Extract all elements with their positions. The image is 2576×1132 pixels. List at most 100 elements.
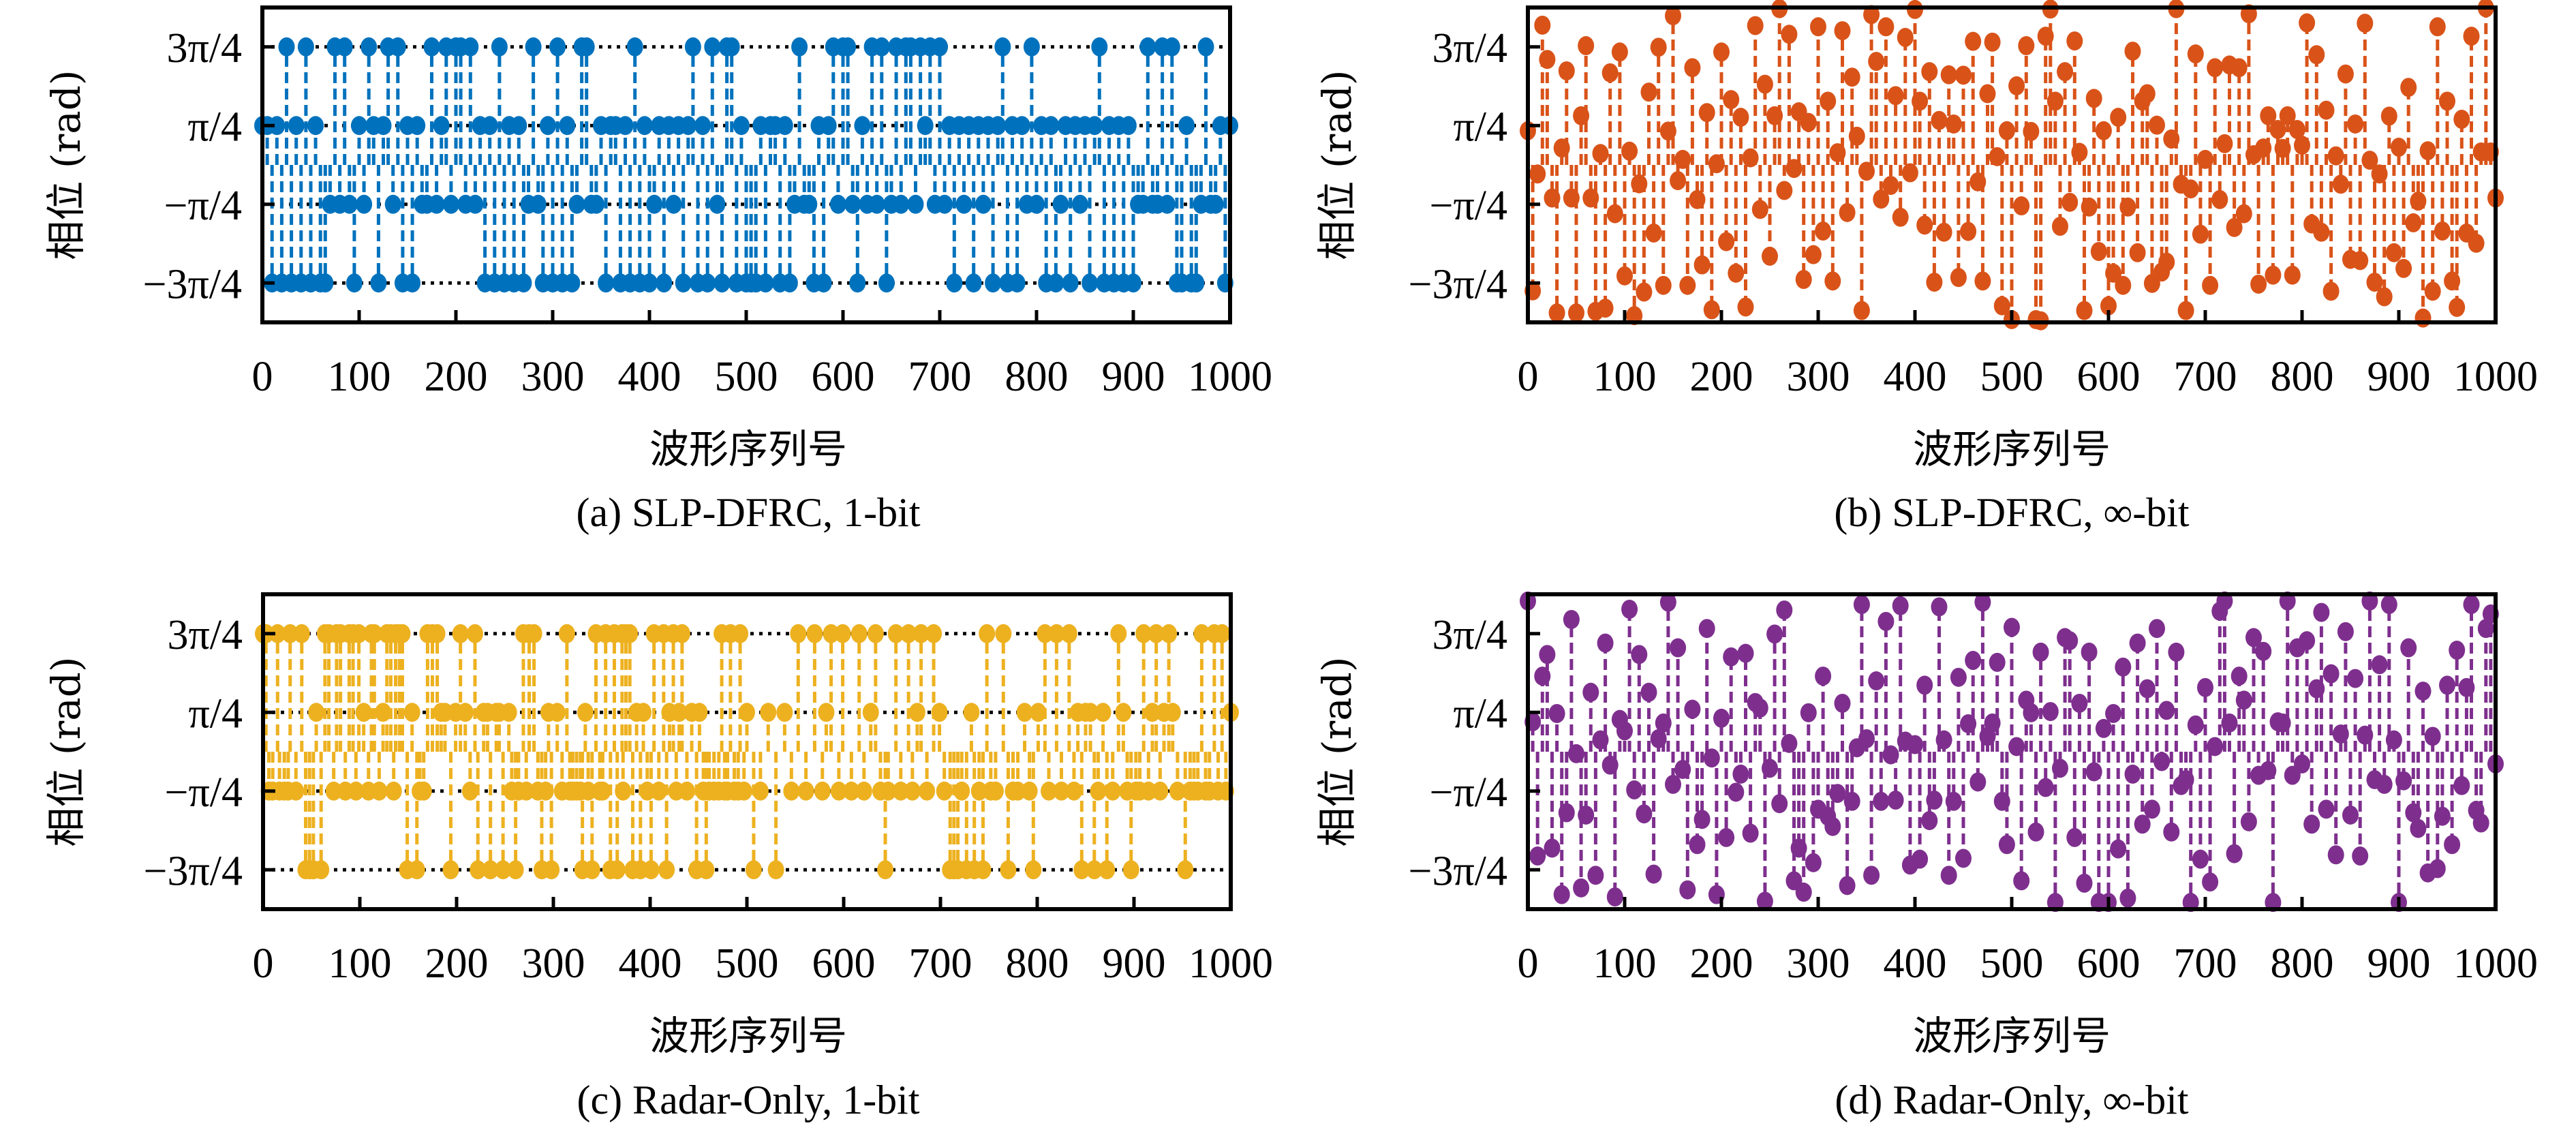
y-tick-label: π/4 — [1453, 690, 1507, 737]
data-point — [714, 273, 731, 293]
data-point — [558, 624, 575, 643]
data-point — [936, 781, 953, 801]
data-point — [580, 781, 597, 801]
data-point — [2081, 642, 2098, 662]
data-point — [665, 194, 682, 214]
data-point — [293, 624, 310, 643]
data-point — [1853, 595, 1870, 615]
data-point — [2202, 275, 2219, 295]
data-point — [1048, 624, 1065, 643]
data-point — [2095, 121, 2112, 140]
data-point — [2149, 619, 2165, 639]
data-point — [2226, 844, 2243, 863]
data-point — [442, 860, 459, 880]
data-point — [1679, 880, 1696, 900]
data-point — [1931, 597, 1948, 617]
data-point — [2410, 819, 2427, 838]
data-point — [1169, 781, 1186, 801]
data-point — [1723, 647, 1740, 667]
data-point — [656, 273, 673, 293]
data-point — [2221, 713, 2238, 733]
x-tick-label: 1000 — [2453, 940, 2538, 987]
x-tick-label: 500 — [716, 940, 779, 987]
data-point — [2357, 725, 2374, 745]
data-point — [583, 860, 600, 880]
data-point — [2265, 265, 2282, 285]
data-point — [1086, 116, 1103, 136]
data-point — [278, 37, 295, 57]
data-point — [1781, 733, 1798, 753]
data-point — [1544, 838, 1561, 858]
data-point — [820, 116, 837, 136]
data-point — [1640, 682, 1657, 702]
data-point — [830, 781, 847, 801]
data-point — [351, 116, 367, 136]
data-point — [1790, 838, 1807, 858]
x-axis-title: 波形序列号 — [1912, 1013, 2111, 1059]
data-point — [913, 624, 930, 643]
data-point — [1762, 246, 1778, 266]
data-point — [543, 860, 560, 880]
data-point — [936, 194, 953, 214]
data-point — [1815, 221, 1832, 241]
data-point — [457, 703, 474, 722]
data-point — [1009, 781, 1026, 801]
x-tick-label: 700 — [2174, 940, 2237, 987]
data-point — [366, 624, 383, 643]
markers — [255, 624, 1239, 880]
y-tick-label: −3π/4 — [1409, 261, 1508, 307]
data-point — [955, 194, 972, 214]
data-point — [537, 781, 554, 801]
data-point — [975, 860, 992, 880]
y-tick-label: 3π/4 — [1432, 612, 1507, 658]
data-point — [2414, 682, 2432, 701]
data-point — [2066, 31, 2083, 51]
data-point — [1747, 16, 1764, 35]
data-point — [587, 194, 604, 214]
chart-a-svg: 3π/4 π/4 −π/4 −3π/4 0 100 200 300 400 500 600 700 80… — [143, 5, 1272, 400]
x-tick-label: 1000 — [1189, 940, 1273, 987]
data-point — [2400, 638, 2417, 658]
data-point — [1611, 42, 1628, 62]
data-point — [855, 781, 872, 801]
x-tick-label: 400 — [1884, 940, 1947, 987]
data-point — [2318, 799, 2335, 819]
data-point — [429, 624, 446, 643]
x-tick-label: 600 — [2077, 354, 2141, 400]
stems — [261, 633, 1233, 870]
data-point — [1955, 65, 1972, 85]
data-point — [2071, 693, 2088, 713]
y-tick-label: π/4 — [188, 690, 243, 737]
y-tick-label: 3π/4 — [166, 25, 242, 72]
data-point — [2192, 224, 2209, 244]
data-point — [1534, 15, 1551, 35]
data-point — [2061, 631, 2079, 651]
data-point — [578, 37, 595, 57]
data-point — [1645, 223, 1662, 243]
data-point — [1674, 759, 1691, 779]
data-point — [1960, 714, 1977, 733]
data-point — [1843, 791, 1860, 811]
data-point — [350, 624, 367, 643]
data-point — [1139, 37, 1156, 57]
data-point — [1659, 592, 1676, 612]
subplot-a: 3π/4 π/4 −π/4 −3π/4 0 100 200 300 400 500 600 700 80… — [0, 0, 1288, 566]
data-point — [346, 273, 363, 293]
data-point — [559, 116, 576, 136]
data-point — [1621, 141, 1638, 161]
data-point — [622, 624, 639, 643]
data-point — [2274, 138, 2291, 158]
data-point — [1563, 188, 1580, 208]
data-point — [1689, 189, 1706, 209]
data-point — [1193, 624, 1210, 643]
data-point — [269, 624, 286, 643]
data-point — [2042, 702, 2059, 722]
data-point — [2347, 669, 2364, 688]
data-point — [466, 624, 483, 643]
x-tick-label: 300 — [1787, 940, 1850, 987]
data-point — [1732, 108, 1749, 127]
data-point — [963, 703, 980, 722]
data-point — [635, 703, 652, 722]
data-point — [709, 194, 726, 214]
data-point — [2110, 839, 2127, 859]
